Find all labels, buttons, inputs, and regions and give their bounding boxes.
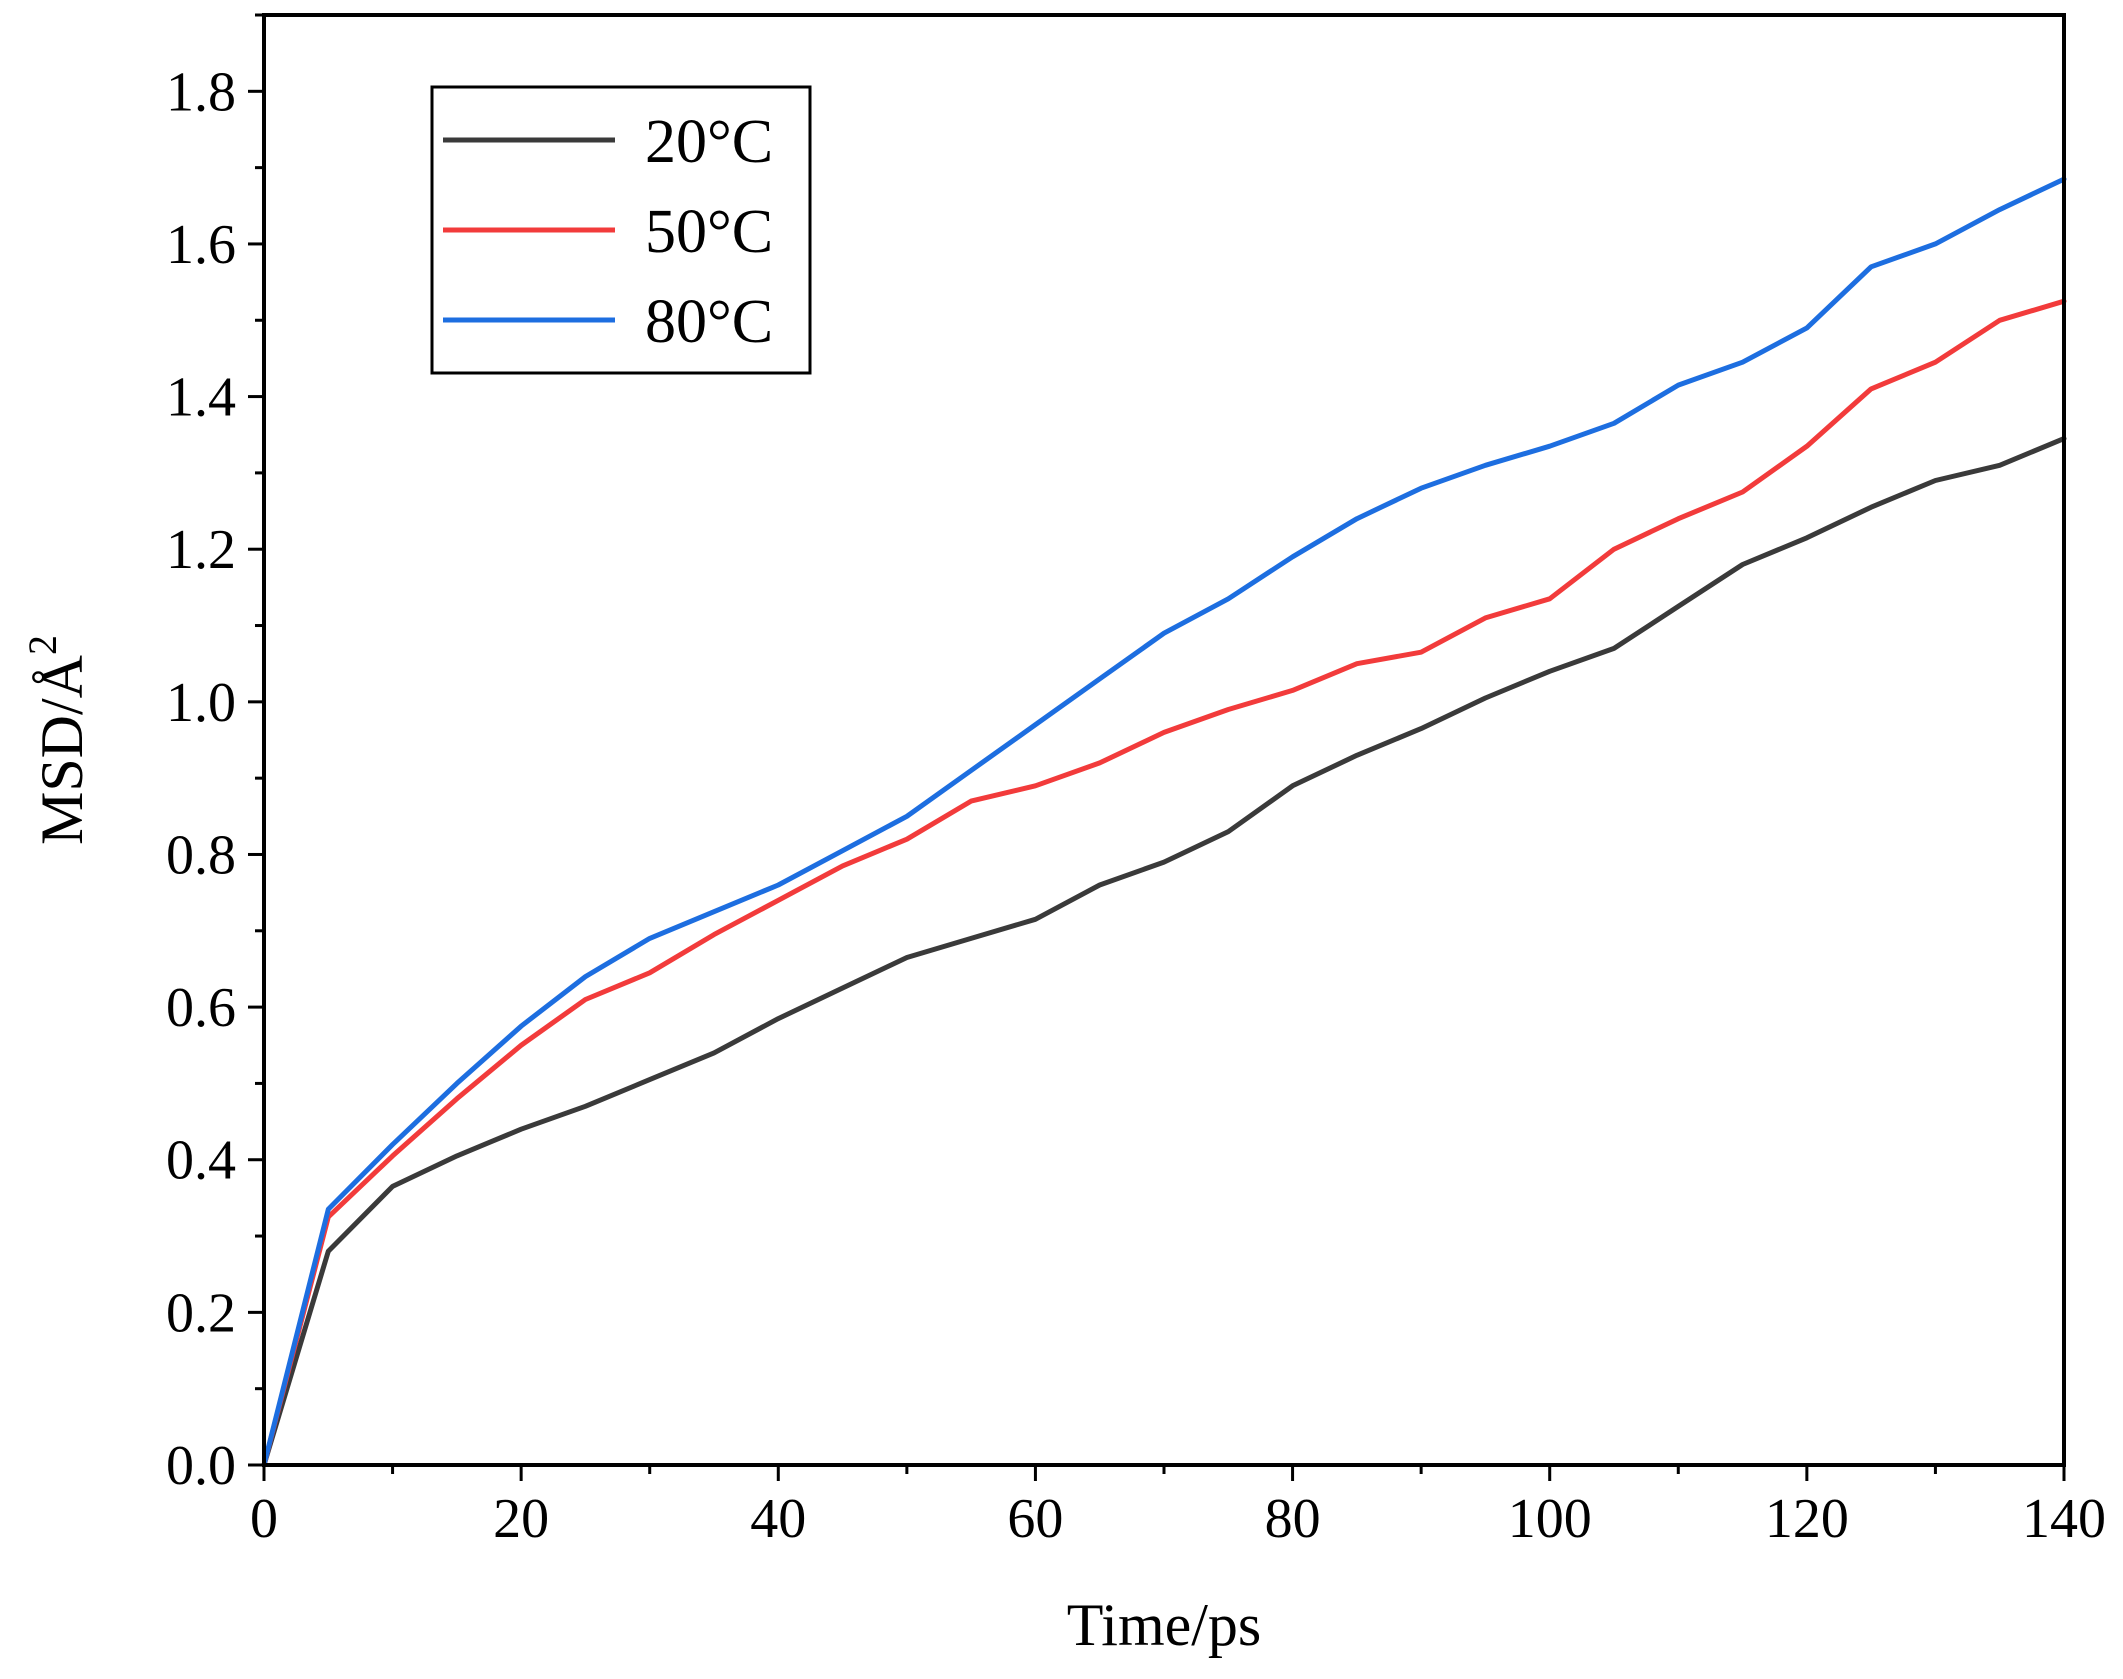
legend-label-2: 50°C — [645, 198, 773, 266]
label-layer: 0 20 40 60 80 100 120 140 0.0 0.2 0.4 0.6 0.8 1.0 1.2 1… — [166, 61, 2106, 1550]
x-tick-label: 60 — [1007, 1488, 1063, 1550]
y-axis-label-main: MSD/Å — [29, 655, 95, 845]
x-tick-label: 140 — [2022, 1488, 2106, 1550]
series-line-1 — [261, 436, 2067, 1468]
y-tick-label: 0.4 — [166, 1130, 236, 1192]
y-tick-label: 1.6 — [166, 214, 236, 276]
y-tick-label: 1.2 — [166, 519, 236, 581]
y-tick-label: 0.2 — [166, 1282, 236, 1344]
x-tick-label: 80 — [1265, 1488, 1321, 1550]
legend-label-3: 80°C — [645, 288, 773, 356]
legend-items: 20°C 50°C 80°C — [443, 108, 773, 356]
x-axis-label: Time/ps — [1067, 1592, 1262, 1658]
y-tick-label: 1.8 — [166, 61, 236, 123]
y-tick-label: 0.0 — [166, 1435, 236, 1497]
series-line-3 — [261, 176, 2067, 1468]
y-tick-label: 1.4 — [166, 367, 236, 429]
x-tick-label: 120 — [1765, 1488, 1849, 1550]
y-axis-label: MSD/Å2 — [20, 635, 95, 845]
legend: 20°C 50°C 80°C — [430, 85, 812, 375]
y-tick-label: 1.0 — [166, 672, 236, 734]
x-tick-label: 0 — [250, 1488, 278, 1550]
y-tick-label: 0.6 — [166, 977, 236, 1039]
x-tick-label: 20 — [493, 1488, 549, 1550]
x-tick-label: 40 — [750, 1488, 806, 1550]
series-layer — [261, 176, 2067, 1468]
y-tick-label: 0.8 — [166, 824, 236, 886]
y-axis-label-superscript: 2 — [20, 635, 65, 655]
series-line-2 — [261, 298, 2067, 1468]
legend-label-1: 20°C — [645, 108, 773, 176]
x-tick-label: 100 — [1508, 1488, 1592, 1550]
tick-layer — [248, 13, 2066, 1481]
